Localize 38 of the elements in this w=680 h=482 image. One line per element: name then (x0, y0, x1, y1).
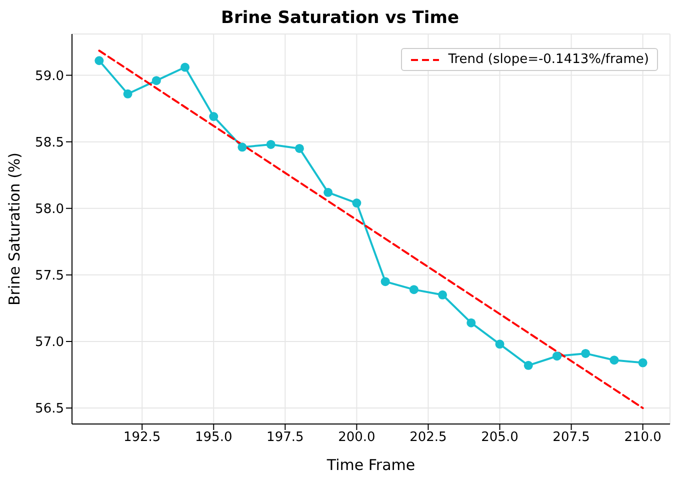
x-tick-label: 210.0 (624, 430, 662, 446)
y-tick-label: 56.5 (35, 402, 64, 417)
x-tick-label: 200.0 (338, 430, 376, 446)
point (94, 56, 104, 66)
x-tick-label: 202.5 (410, 430, 447, 446)
point (438, 290, 448, 300)
x-axis-title: Time Frame (326, 456, 416, 474)
point (409, 285, 418, 294)
x-tick-label: 192.5 (123, 430, 161, 446)
y-tick-label: 57.0 (35, 335, 64, 350)
point (466, 318, 476, 328)
point (180, 62, 190, 72)
x-tick-label: 207.5 (552, 430, 590, 446)
y-tick-label: 58.0 (35, 202, 64, 217)
point (123, 89, 132, 98)
point (266, 140, 276, 149)
point (495, 340, 504, 349)
point (352, 198, 362, 208)
point (638, 358, 648, 368)
x-tick-label: 205.0 (481, 430, 518, 446)
point (581, 348, 590, 358)
point (552, 352, 562, 361)
point (294, 144, 304, 153)
point (152, 76, 161, 86)
x-tick-label: 197.5 (266, 430, 304, 446)
point (524, 360, 533, 370)
chart-title: Brine Saturation vs Time (220, 8, 460, 30)
legend-label: Trend (slope=-0.1413%/frame) (448, 52, 649, 67)
y-axis-title: Brine Saturation (%) (5, 152, 24, 306)
y-tick-label: 58.5 (35, 135, 64, 150)
point (324, 188, 333, 197)
y-tick-label: 57.5 (35, 268, 64, 284)
point (238, 142, 247, 152)
y-tick-label: 59.0 (35, 68, 64, 84)
point (380, 277, 390, 286)
point (209, 112, 218, 122)
x-tick-label: 195.0 (195, 430, 232, 446)
point (610, 356, 619, 365)
